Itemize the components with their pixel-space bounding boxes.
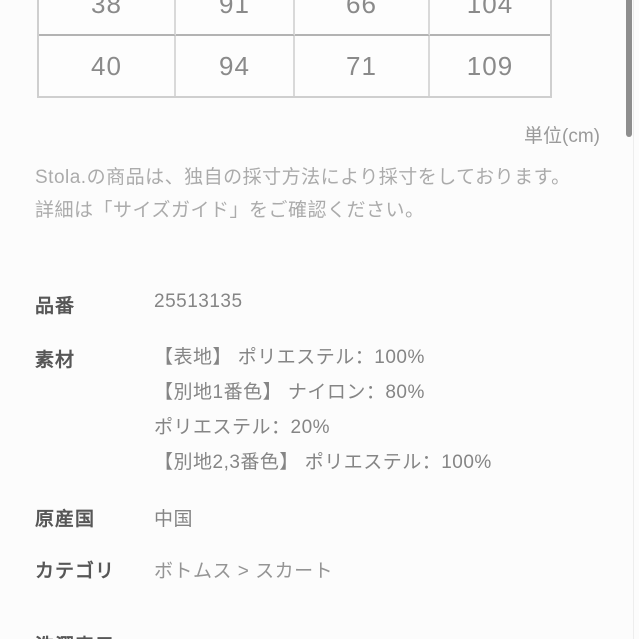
size-table-cell: 66: [295, 0, 430, 36]
size-table-cell: 40: [39, 36, 176, 96]
material-line: 【表地】 ポリエステル：100%: [154, 347, 425, 368]
notice-line-2-suffix: 」をご確認ください。: [229, 200, 425, 221]
material-line: 【別地2,3番色】 ポリエステル：100%: [154, 452, 492, 473]
spec-label-item-number: 品番: [35, 296, 76, 317]
size-guide-link[interactable]: サイズガイド: [113, 200, 230, 221]
spec-label-origin: 原産国: [35, 509, 96, 530]
measurement-notice: Stola.の商品は、独自の採寸方法により採寸をしております。 詳細は「サイズガ…: [35, 161, 571, 227]
material-line: ポリエステル：20%: [154, 417, 331, 438]
spec-value-material: 【表地】 ポリエステル：100% 【別地1番色】 ナイロン：80% ポリエステル…: [154, 340, 492, 480]
spec-value-category-breadcrumb[interactable]: ボトムス > スカート: [154, 561, 334, 582]
size-table-cell: 109: [466, 50, 514, 81]
unit-label: 単位(cm): [524, 126, 600, 147]
size-table-cell: 38: [39, 0, 176, 36]
material-line: 【別地1番色】 ナイロン：80%: [154, 382, 425, 403]
spec-label-care-instructions: 洗濯表示: [35, 631, 115, 639]
notice-line-1: Stola.の商品は、独自の採寸方法により採寸をしております。: [35, 167, 571, 188]
spec-label-material: 素材: [35, 350, 76, 371]
size-table-cell: 94: [176, 36, 295, 96]
size-table: 38 91 66 104 40 94 71 109: [37, 0, 552, 98]
spec-label-category: カテゴリ: [35, 561, 116, 582]
notice-line-2-prefix: 詳細は「: [35, 200, 114, 221]
scrollbar-track: [633, 0, 634, 639]
notice-line-2: 詳細は「サイズガイド」をご確認ください。: [35, 194, 571, 227]
spec-value-item-number: 25513135: [154, 291, 243, 312]
size-table-cell: 71: [295, 36, 430, 96]
spec-value-origin: 中国: [154, 509, 194, 530]
scrollbar-thumb[interactable]: [626, 0, 632, 137]
size-table-cell: 91: [176, 0, 295, 36]
size-table-cell: 104: [430, 0, 550, 36]
